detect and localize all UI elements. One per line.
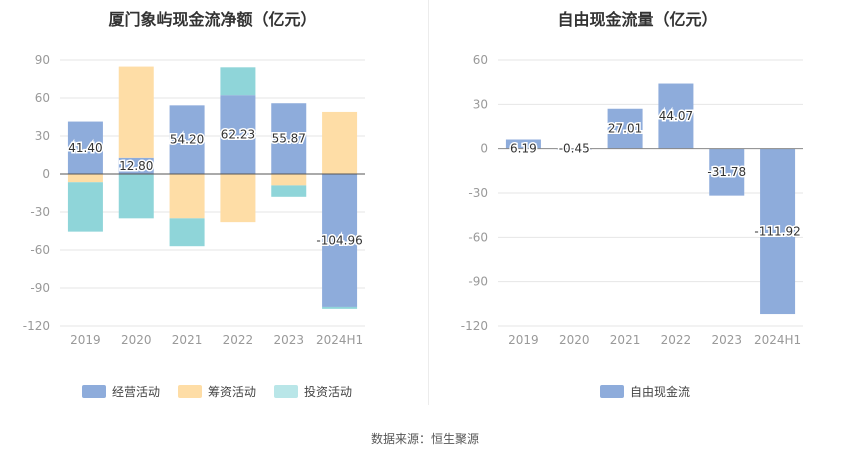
legend-swatch-financing: [178, 385, 203, 398]
bar-fcf-2019: [505, 139, 541, 149]
data-label: 44.07: [659, 109, 693, 123]
bar-financing-2019: [67, 174, 103, 183]
bar-financing-2024H1: [322, 111, 358, 174]
y-tick-label: -120: [461, 319, 488, 333]
legend-swatch-investing: [274, 385, 299, 398]
y-tick-label: -30: [468, 186, 488, 200]
legend-item-operating[interactable]: 经营活动: [82, 383, 160, 400]
data-label: -104.96: [316, 233, 362, 247]
data-label: -111.92: [754, 224, 800, 238]
y-tick-label: -60: [468, 230, 488, 244]
legend-label-operating: 经营活动: [112, 385, 161, 399]
bar-fcf-2023: [709, 148, 745, 196]
left-legend: 经营活动 筹资活动 投资活动: [82, 383, 370, 400]
legend-label-financing: 筹资活动: [208, 385, 257, 399]
legend-item-investing[interactable]: 投资活动: [274, 383, 352, 400]
legend-item-fcf[interactable]: 自由现金流: [600, 383, 690, 400]
data-label: 12.80: [119, 159, 153, 173]
x-tick-label: 2020: [559, 333, 590, 347]
x-tick-label: 2022: [223, 333, 254, 347]
bar-operating-2022: [220, 95, 256, 174]
y-tick-label: 0: [42, 167, 50, 181]
x-tick-label: 2023: [273, 333, 304, 347]
x-tick-label: 2021: [172, 333, 203, 347]
x-tick-label: 2023: [711, 333, 742, 347]
data-source-note: 数据来源：恒生聚源: [370, 432, 479, 446]
bar-financing-2023: [271, 174, 307, 186]
bar-investing-2023: [271, 185, 307, 197]
bar-operating-2023: [271, 103, 307, 174]
legend-swatch-fcf: [600, 385, 624, 398]
bar-fcf-2024H1: [760, 148, 796, 315]
y-tick-label: -120: [23, 319, 50, 333]
y-tick-label: -90: [468, 275, 488, 289]
y-tick-label: 60: [473, 53, 488, 67]
legend-label-fcf: 自由现金流: [630, 385, 691, 399]
right-legend: 自由现金流: [600, 383, 708, 400]
data-label: 55.87: [272, 132, 306, 146]
bar-operating-2024H1: [322, 174, 358, 307]
x-tick-label: 2024H1: [754, 333, 801, 347]
data-label: 54.20: [170, 133, 204, 147]
x-tick-label: 2020: [121, 333, 152, 347]
bar-operating-2020: [118, 157, 154, 174]
y-tick-label: 90: [35, 53, 50, 67]
y-tick-label: 30: [35, 129, 50, 143]
y-tick-label: 30: [473, 97, 488, 111]
bar-investing-2024H1: [322, 306, 358, 309]
legend-item-financing[interactable]: 筹资活动: [178, 383, 256, 400]
y-tick-label: -30: [30, 205, 50, 219]
bar-financing-2021: [169, 174, 205, 219]
bar-operating-2019: [67, 121, 103, 174]
x-tick-label: 2021: [610, 333, 641, 347]
y-tick-label: -90: [30, 281, 50, 295]
data-label: -31.78: [707, 165, 746, 179]
x-tick-label: 2019: [70, 333, 101, 347]
bar-fcf-2022: [658, 83, 694, 149]
data-label: 6.19: [510, 142, 537, 156]
bar-investing-2022: [220, 67, 256, 96]
y-tick-label: 0: [480, 142, 488, 156]
x-tick-label: 2019: [508, 333, 539, 347]
x-tick-label: 2022: [661, 333, 692, 347]
data-label: 41.40: [68, 141, 102, 155]
bar-investing-2019: [67, 182, 103, 232]
cash-flow-chart: 90 60 30 0 -30 -60 -90 -120 2019 2020 2021 2022 2023…: [23, 53, 365, 347]
bar-financing-2020: [118, 66, 154, 158]
right-chart-title: 自由现金流量（亿元）: [557, 10, 718, 29]
data-label: -0.45: [559, 142, 590, 156]
x-tick-label: 2024H1: [316, 333, 363, 347]
data-label: 62.23: [221, 128, 255, 142]
panel-divider: [428, 0, 429, 405]
bar-investing-2021: [169, 218, 205, 247]
y-tick-label: 60: [35, 91, 50, 105]
bar-investing-2020: [118, 174, 154, 219]
legend-label-investing: 投资活动: [304, 385, 353, 399]
bar-financing-2022: [220, 174, 256, 223]
left-chart-title: 厦门象屿现金流净额（亿元）: [108, 10, 317, 29]
bar-operating-2021: [169, 105, 205, 174]
data-label: 27.01: [608, 122, 642, 136]
bar-fcf-2021: [607, 108, 643, 149]
legend-swatch-operating: [82, 385, 106, 398]
y-tick-label: -60: [30, 243, 50, 257]
